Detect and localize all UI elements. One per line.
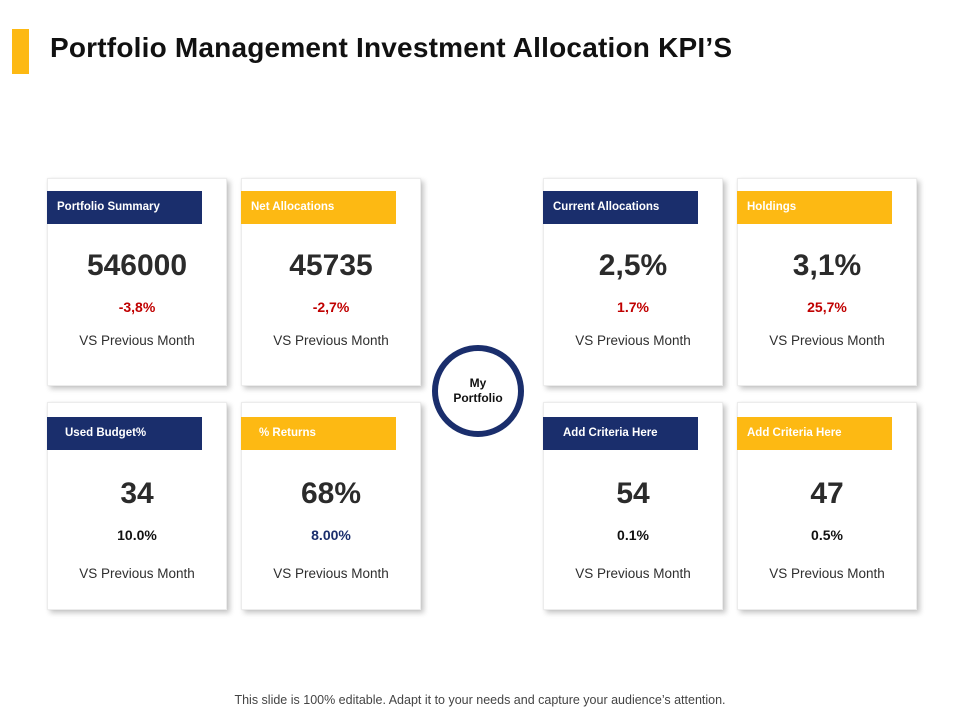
card-label: Add Criteria Here <box>737 417 892 450</box>
card-caption: VS Previous Month <box>575 333 691 348</box>
card-caption: VS Previous Month <box>79 333 195 348</box>
kpi-card-add-criteria-2: Add Criteria Here 47 0.5% VS Previous Mo… <box>737 402 917 610</box>
card-value: 3,1% <box>792 249 862 282</box>
card-caption: VS Previous Month <box>769 566 885 581</box>
card-change: 0.1% <box>617 527 649 543</box>
card-value: 546000 <box>86 249 188 282</box>
card-value: 54 <box>616 477 650 510</box>
kpi-card-current-allocations: Current Allocations 2,5% 1.7% VS Previou… <box>543 178 723 386</box>
kpi-card-net-allocations: Net Allocations 45735 -2,7% VS Previous … <box>241 178 421 386</box>
card-caption: VS Previous Month <box>273 333 389 348</box>
card-change: -2,7% <box>312 299 350 315</box>
card-label: Holdings <box>737 191 892 224</box>
card-value: 2,5% <box>598 249 668 282</box>
my-portfolio-label: My Portfolio <box>453 376 503 405</box>
card-value: 45735 <box>289 249 373 282</box>
kpi-card-portfolio-summary: Portfolio Summary 546000 -3,8% VS Previo… <box>47 178 227 386</box>
page-title: Portfolio Management Investment Allocati… <box>50 32 733 63</box>
card-caption: VS Previous Month <box>769 333 885 348</box>
title-accent-bar <box>12 29 29 74</box>
card-value: 47 <box>810 477 844 510</box>
kpi-card-add-criteria-1: Add Criteria Here 54 0.1% VS Previous Mo… <box>543 402 723 610</box>
card-change: 0.5% <box>811 527 843 543</box>
card-label: Current Allocations <box>543 191 698 224</box>
card-change: 1.7% <box>617 299 649 315</box>
card-change: 8.00% <box>311 527 351 543</box>
card-label: Net Allocations <box>241 191 396 224</box>
card-change: 10.0% <box>117 527 157 543</box>
card-value: 68% <box>300 477 362 510</box>
kpi-card-holdings: Holdings 3,1% 25,7% VS Previous Month <box>737 178 917 386</box>
card-label: Used Budget% <box>47 417 202 450</box>
card-caption: VS Previous Month <box>79 566 195 581</box>
card-change: 25,7% <box>807 299 847 315</box>
card-label: % Returns <box>241 417 396 450</box>
kpi-card-used-budget: Used Budget% 34 10.0% VS Previous Month <box>47 402 227 610</box>
card-caption: VS Previous Month <box>575 566 691 581</box>
card-value: 34 <box>120 477 154 510</box>
card-label: Portfolio Summary <box>47 191 202 224</box>
my-portfolio-circle: My Portfolio <box>432 345 524 437</box>
card-caption: VS Previous Month <box>273 566 389 581</box>
kpi-card-returns: % Returns 68% 8.00% VS Previous Month <box>241 402 421 610</box>
card-label: Add Criteria Here <box>543 417 698 450</box>
footer-note: This slide is 100% editable. Adapt it to… <box>234 693 726 707</box>
card-change: -3,8% <box>118 299 156 315</box>
